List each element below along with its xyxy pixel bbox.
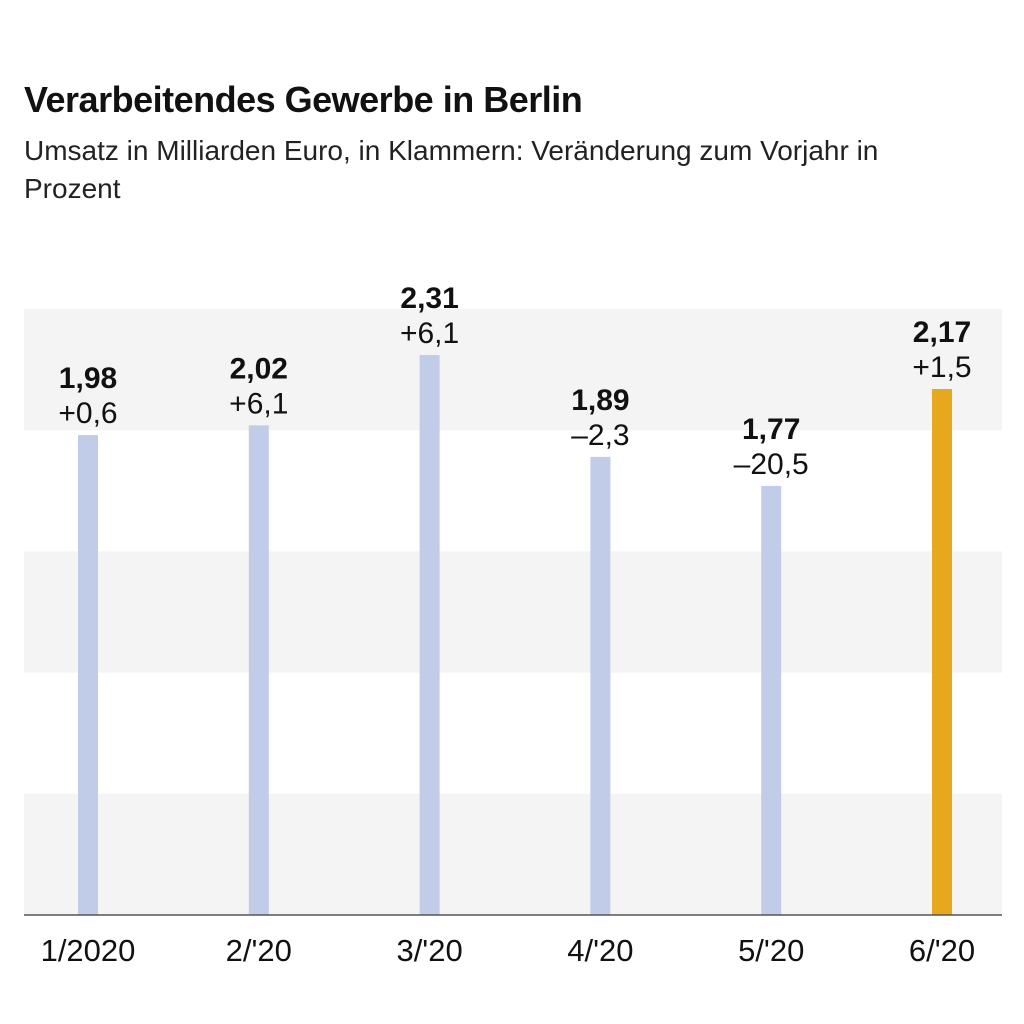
value-label-1: 1,98 xyxy=(59,362,117,395)
x-tick-label-4: 4/'20 xyxy=(567,933,633,968)
background-band xyxy=(24,793,1002,915)
chart-subtitle: Umsatz in Milliarden Euro, in Klammern: … xyxy=(24,135,879,204)
chart-title: Verarbeitendes Gewerbe in Berlin xyxy=(24,79,583,120)
background-band xyxy=(24,551,1002,673)
bar-2 xyxy=(248,425,269,915)
value-label-2: 2,02 xyxy=(230,352,288,385)
change-label-5: –20,5 xyxy=(734,448,809,481)
value-label-3: 2,31 xyxy=(400,282,458,315)
background-bands xyxy=(24,309,1002,915)
bar-1 xyxy=(78,435,98,915)
x-tick-label-5: 5/'20 xyxy=(738,933,804,968)
change-label-6: +1,5 xyxy=(912,351,971,384)
x-tick-label-6: 6/'20 xyxy=(909,933,975,968)
data-labels: 1,98+0,62,02+6,12,31+6,11,89–2,3 1,77–20,… xyxy=(58,282,971,481)
bars xyxy=(78,355,952,915)
x-tick-labels: 1/2020 2/'20 3/'20 4/'20 5/'20 6/'20 xyxy=(41,933,976,968)
bar-3 xyxy=(419,355,440,915)
change-label-2: +6,1 xyxy=(229,387,288,420)
x-tick-label-2: 2/'20 xyxy=(226,933,292,968)
change-label-1: +0,6 xyxy=(58,397,117,430)
x-tick-label-3: 3/'20 xyxy=(396,933,462,968)
change-label-4: –2,3 xyxy=(571,419,629,452)
background-band xyxy=(24,309,1002,431)
value-label-5: 1,77 xyxy=(742,413,800,446)
bar-6 xyxy=(932,388,952,915)
bar-5 xyxy=(761,485,782,915)
bar-4 xyxy=(590,456,611,915)
change-label-3: +6,1 xyxy=(400,317,459,350)
value-label-4: 1,89 xyxy=(571,384,629,417)
value-label-6: 2,17 xyxy=(913,316,971,349)
x-tick-label-1: 1/2020 xyxy=(41,933,136,968)
